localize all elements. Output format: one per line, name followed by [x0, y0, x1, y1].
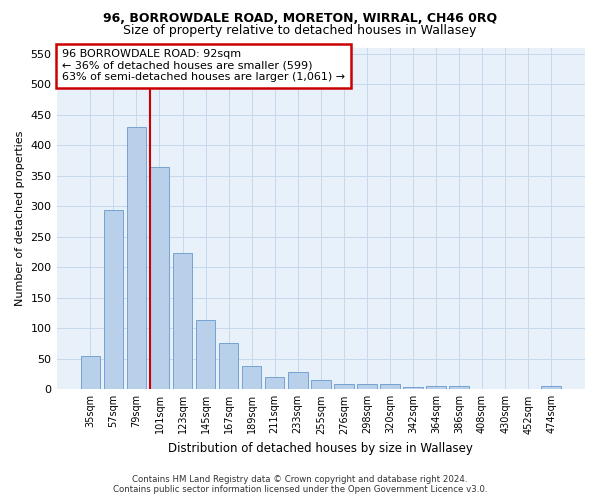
Bar [219, 343, 238, 390]
Text: Contains HM Land Registry data © Crown copyright and database right 2024.
Contai: Contains HM Land Registry data © Crown c… [113, 474, 487, 494]
Bar [334, 384, 353, 390]
Bar [265, 377, 284, 390]
Bar [541, 386, 561, 390]
Bar [357, 384, 377, 390]
Bar [380, 384, 400, 390]
Text: 96 BORROWDALE ROAD: 92sqm
← 36% of detached houses are smaller (599)
63% of semi: 96 BORROWDALE ROAD: 92sqm ← 36% of detac… [62, 49, 345, 82]
Bar [426, 386, 446, 390]
Bar [80, 356, 100, 390]
Bar [104, 210, 123, 390]
Bar [403, 388, 423, 390]
Bar [149, 166, 169, 390]
X-axis label: Distribution of detached houses by size in Wallasey: Distribution of detached houses by size … [169, 442, 473, 455]
Bar [173, 252, 193, 390]
Bar [242, 366, 262, 390]
Text: Size of property relative to detached houses in Wallasey: Size of property relative to detached ho… [124, 24, 476, 37]
Bar [311, 380, 331, 390]
Bar [288, 372, 308, 390]
Bar [127, 127, 146, 390]
Bar [449, 386, 469, 390]
Y-axis label: Number of detached properties: Number of detached properties [15, 130, 25, 306]
Text: 96, BORROWDALE ROAD, MORETON, WIRRAL, CH46 0RQ: 96, BORROWDALE ROAD, MORETON, WIRRAL, CH… [103, 12, 497, 26]
Bar [196, 320, 215, 390]
